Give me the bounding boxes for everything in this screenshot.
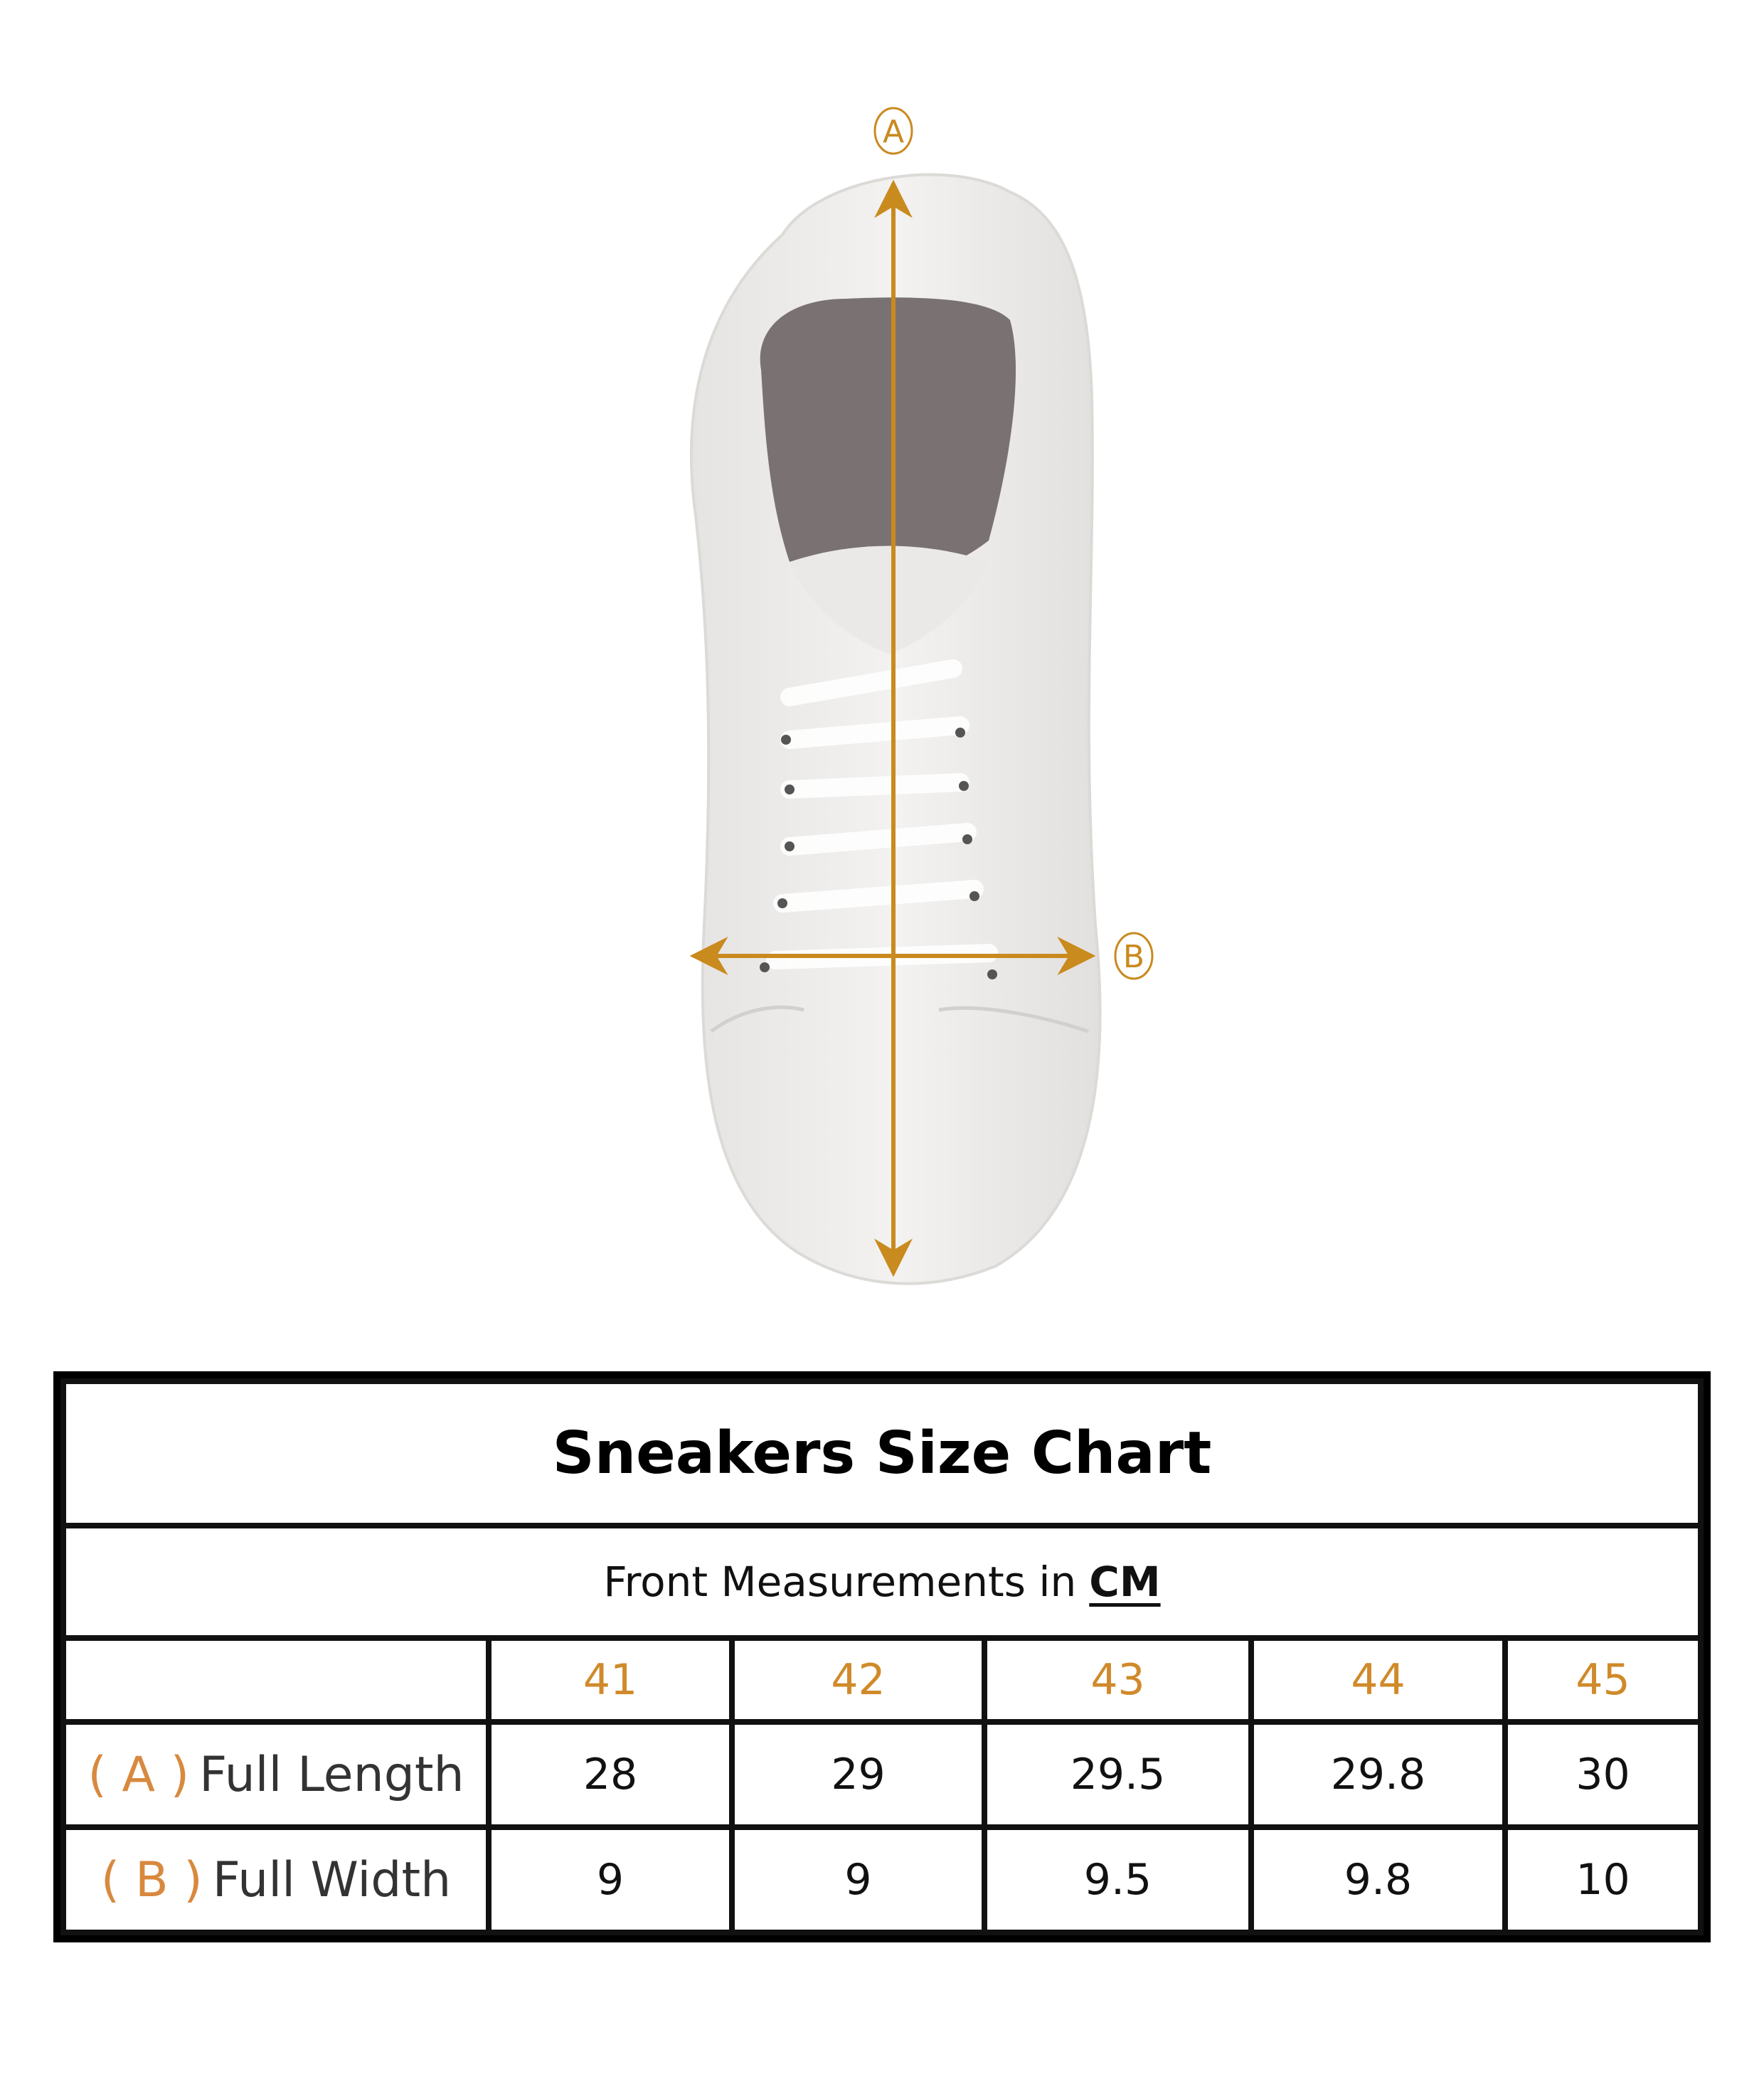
value-cell: 9.8 [1248, 1824, 1508, 1935]
row-label-text: Full Width [212, 1851, 452, 1908]
table-row-full-width: ( B ) Full Width 9 9 9.5 9.8 10 [60, 1824, 1704, 1935]
value-cell: 9 [729, 1824, 987, 1935]
row-label: ( B ) Full Width [60, 1824, 492, 1935]
value-cell: 10 [1502, 1824, 1704, 1935]
chart-title: Sneakers Size Chart [60, 1378, 1704, 1528]
row-marker: ( B ) [100, 1851, 203, 1908]
size-header: 44 [1248, 1635, 1508, 1725]
unit-label: CM [1089, 1558, 1161, 1606]
size-header-row: 41 42 43 44 45 [60, 1635, 1704, 1725]
chart-subtitle: Front Measurements in CM [60, 1523, 1704, 1641]
row-label: ( A ) Full Length [60, 1719, 492, 1830]
sneaker-image [689, 173, 1102, 1285]
value-cell: 29.8 [1248, 1719, 1508, 1830]
value-cell: 29 [729, 1719, 987, 1830]
subtitle-text: Front Measurements in [603, 1558, 1077, 1606]
size-header: 45 [1502, 1635, 1704, 1725]
row-label-text: Full Length [199, 1746, 464, 1803]
marker-b: B [1114, 932, 1154, 980]
size-header: 42 [729, 1635, 987, 1725]
svg-text:B: B [1123, 939, 1144, 975]
size-header: 41 [486, 1635, 735, 1725]
empty-header-cell [60, 1635, 492, 1725]
size-chart-table: Sneakers Size Chart Front Measurements i… [53, 1371, 1711, 1942]
value-cell: 9 [486, 1824, 735, 1935]
value-cell: 29.5 [982, 1719, 1254, 1830]
table-row-full-length: ( A ) Full Length 28 29 29.5 29.8 30 [60, 1719, 1704, 1830]
marker-a: A [873, 107, 913, 155]
svg-text:A: A [883, 114, 904, 150]
sneaker-diagram: A B [689, 107, 1154, 1285]
value-cell: 28 [486, 1719, 735, 1830]
row-marker: ( A ) [87, 1746, 190, 1803]
value-cell: 30 [1502, 1719, 1704, 1830]
value-cell: 9.5 [982, 1824, 1254, 1935]
size-header: 43 [982, 1635, 1254, 1725]
